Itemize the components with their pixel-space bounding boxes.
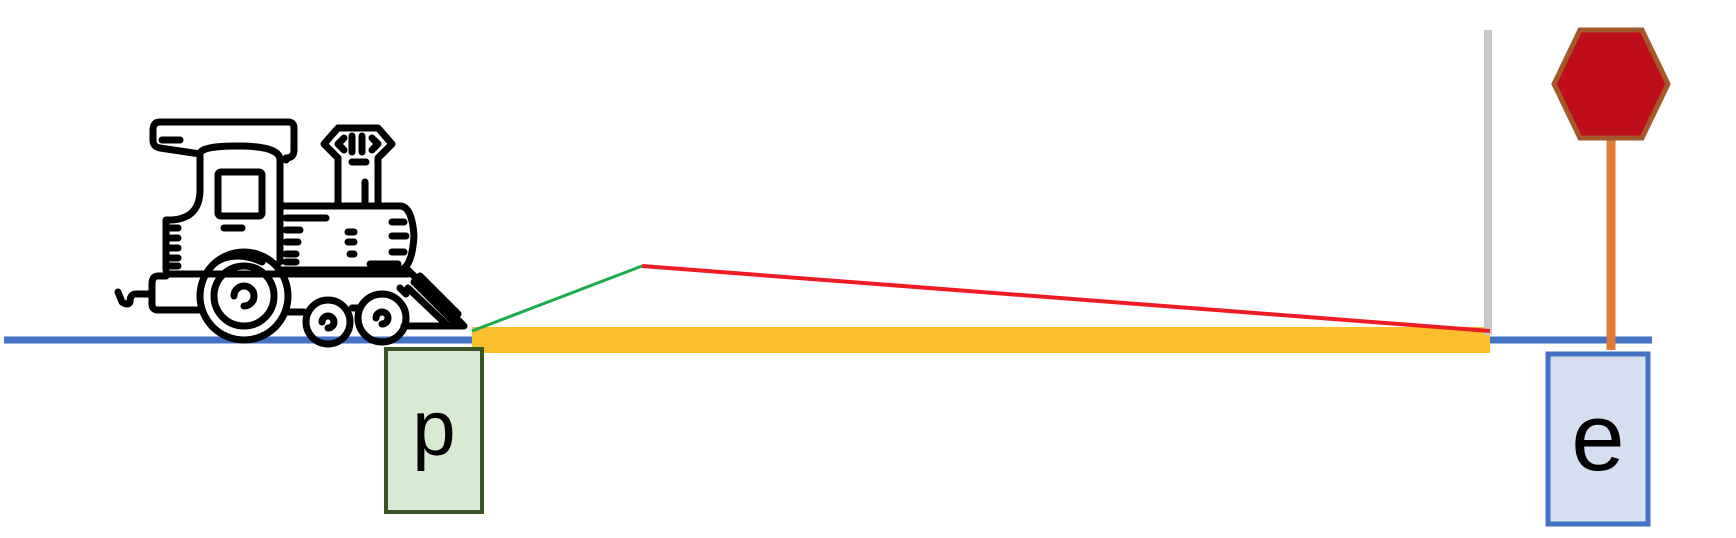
box-p-rect (384, 347, 484, 514)
box-p: p (384, 347, 484, 514)
box-e-label: e (1571, 384, 1624, 491)
box-p-label: p (412, 384, 455, 472)
green-line (471, 264, 643, 333)
box-e-rect (1545, 351, 1651, 527)
red-line (641, 264, 1491, 333)
steam-locomotive-icon (114, 118, 468, 348)
hexagon-stop-sign-icon (1551, 27, 1671, 141)
box-e: e (1545, 351, 1651, 527)
stop-sign-hexagon (1551, 27, 1671, 141)
highlighted-track-segment (472, 327, 1490, 353)
